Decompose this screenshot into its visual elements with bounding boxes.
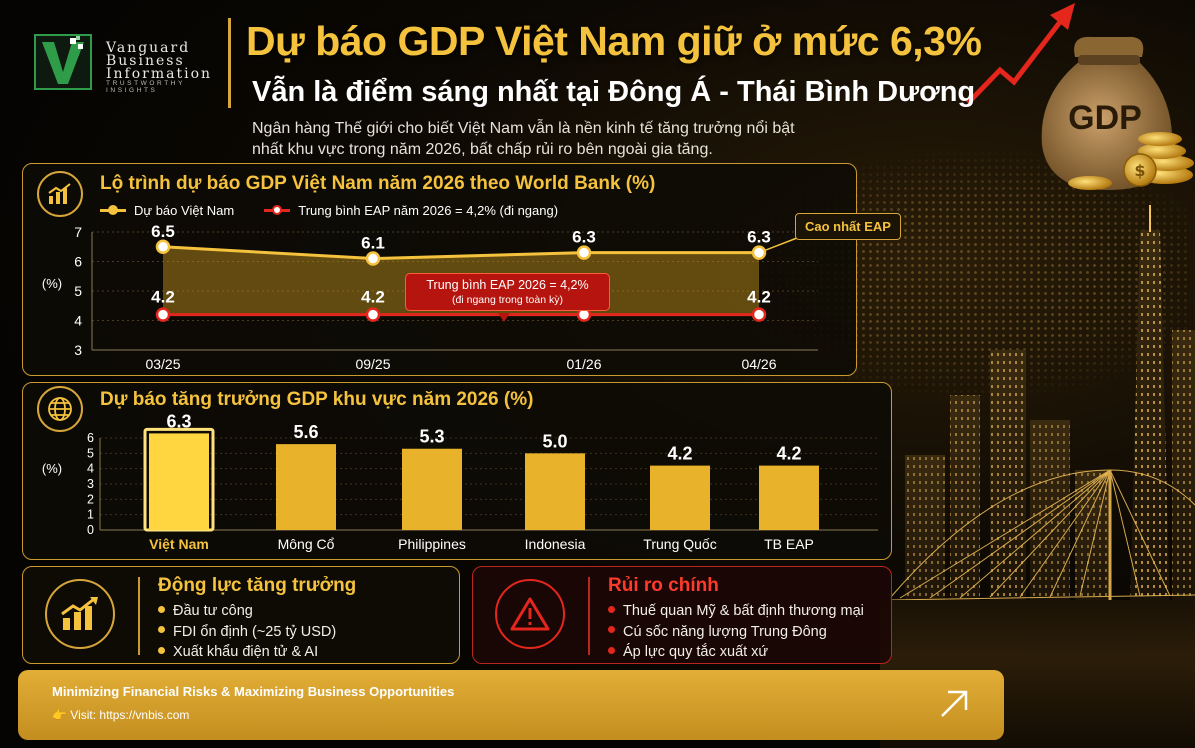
list-item: Đầu tư công xyxy=(158,601,336,622)
arrow-up-right-icon[interactable] xyxy=(938,688,970,720)
footer-banner: Minimizing Financial Risks & Maximizing … xyxy=(18,670,1004,740)
line-data-label-vn: 6.1 xyxy=(361,234,385,253)
rising-arrow-icon xyxy=(966,3,1075,105)
main-risks-title: Rủi ro chính xyxy=(608,575,719,596)
bar-5 xyxy=(759,465,819,530)
bar-y-tick-label: 5 xyxy=(87,446,94,460)
line-data-label-vn: 6.5 xyxy=(151,222,175,241)
page-subtitle: Vẫn là điểm sáng nhất tại Đông Á - Thái … xyxy=(252,76,976,108)
growth-drivers-box: Động lực tăng trưởng Đầu tư công FDI ổn … xyxy=(22,566,460,664)
bar-1 xyxy=(276,444,336,530)
line-y-tick-label: 6 xyxy=(74,254,82,270)
line-x-tick-label: 01/26 xyxy=(566,356,601,372)
globe-icon xyxy=(37,386,83,432)
bag-label: GDP xyxy=(1068,99,1142,137)
line-point-eap xyxy=(365,307,381,322)
gdp-money-bag-icon: $ GDP xyxy=(1030,25,1195,195)
bar-category-label: TB EAP xyxy=(764,536,814,552)
legend-vn-swatch xyxy=(100,205,126,215)
list-item: Áp lực quy tắc xuất xứ xyxy=(608,642,864,663)
bar-y-tick-label: 6 xyxy=(87,431,94,445)
callout-eap-pointer xyxy=(498,313,510,322)
warning-icon xyxy=(495,579,565,649)
bar-data-label: 4.2 xyxy=(776,444,801,464)
line-data-label-eap: 4.2 xyxy=(747,288,771,307)
growth-drivers-list: Đầu tư công FDI ổn định (~25 tỷ USD) Xuấ… xyxy=(158,601,336,663)
bar-2 xyxy=(402,448,462,530)
line-series-vn xyxy=(162,245,759,261)
callout-eap-line2: (đi ngang trong toàn kỳ) xyxy=(452,294,563,306)
chart-trend-icon xyxy=(37,171,83,217)
bar-y-tick-label: 2 xyxy=(87,492,94,506)
line-data-label-vn: 6.3 xyxy=(747,228,771,247)
line-y-tick-label: 3 xyxy=(74,342,82,358)
bar-category-label: Trung Quốc xyxy=(643,536,716,552)
list-item: Thuế quan Mỹ & bất định thương mại xyxy=(608,601,864,622)
bar-category-label: Mông Cổ xyxy=(278,536,335,552)
bar-data-label: 4.2 xyxy=(667,444,692,464)
line-point-vn xyxy=(155,239,171,254)
bar-y-tick-label: 4 xyxy=(87,462,94,476)
list-item: FDI ổn định (~25 tỷ USD) xyxy=(158,622,336,643)
line-point-vn xyxy=(751,245,767,260)
main-risks-box: Rủi ro chính Thuế quan Mỹ & bất định thư… xyxy=(472,566,892,664)
vanguard-logo: Vanguard Business Information TRUSTWORTH… xyxy=(28,22,238,94)
line-chart-title: Lộ trình dự báo GDP Việt Nam năm 2026 th… xyxy=(100,173,656,194)
bar-y-tick-label: 1 xyxy=(87,508,94,522)
line-y-tick-label: 4 xyxy=(74,313,82,329)
line-data-label-eap: 4.2 xyxy=(151,288,175,307)
line-chart-card xyxy=(22,163,857,376)
bar-data-label: 6.3 xyxy=(166,411,191,431)
bar-data-label: 5.0 xyxy=(542,431,567,451)
growth-chart-icon xyxy=(45,579,115,649)
svg-text:$: $ xyxy=(1134,161,1145,180)
line-y-axis-label: (%) xyxy=(42,276,62,291)
logo-v-icon xyxy=(34,34,92,90)
logo-tagline: TRUSTWORTHY INSIGHTS xyxy=(106,80,185,94)
callout-eap-average: Trung bình EAP 2026 = 4,2% (đi ngang tro… xyxy=(405,273,610,311)
bar-4 xyxy=(650,465,710,530)
bar-0 xyxy=(149,433,209,530)
logo-text: Vanguard Business Information xyxy=(106,40,213,82)
line-x-tick-label: 09/25 xyxy=(355,356,390,372)
main-risks-list: Thuế quan Mỹ & bất định thương mại Cú số… xyxy=(608,601,864,663)
bar-category-label: Philippines xyxy=(398,536,466,552)
legend-eap-label: Trung bình EAP năm 2026 = 4,2% (đi ngang… xyxy=(298,203,559,218)
bar-chart-title: Dự báo tăng trưởng GDP khu vực năm 2026 … xyxy=(100,389,534,410)
page-title: Dự báo GDP Việt Nam giữ ở mức 6,3% xyxy=(246,18,982,64)
bar-3 xyxy=(525,453,585,530)
bar-data-label: 5.3 xyxy=(419,427,444,447)
legend-vn-label: Dự báo Việt Nam xyxy=(134,203,235,218)
footer-website-link[interactable]: 👉 Visit: https://vnbis.com xyxy=(52,708,190,722)
line-point-eap xyxy=(751,307,767,322)
line-chart-legend: Dự báo Việt Nam Trung bình EAP năm 2026 … xyxy=(100,203,558,218)
line-y-tick-label: 7 xyxy=(74,224,82,240)
callout-highest-eap: Cao nhất EAP xyxy=(795,213,901,240)
line-data-label-eap: 4.2 xyxy=(361,288,385,307)
growth-drivers-title: Động lực tăng trưởng xyxy=(158,575,357,596)
bar-category-label: Việt Nam xyxy=(149,536,209,552)
bar-y-axis-label: (%) xyxy=(42,461,62,476)
legend-eap-swatch xyxy=(264,205,291,215)
bar-y-tick-label: 0 xyxy=(87,523,94,537)
bar-category-label: Indonesia xyxy=(525,536,586,552)
line-point-vn xyxy=(576,245,592,260)
footer-slogan: Minimizing Financial Risks & Maximizing … xyxy=(52,684,455,699)
bar-y-tick-label: 3 xyxy=(87,477,94,491)
list-item: Cú sốc năng lượng Trung Đông xyxy=(608,622,864,643)
line-y-tick-label: 5 xyxy=(74,283,82,299)
callout-eap-line1: Trung bình EAP 2026 = 4,2% xyxy=(426,278,589,292)
line-point-eap xyxy=(155,307,171,322)
list-item: Xuất khẩu điện tử & AI xyxy=(158,642,336,663)
intro-text: Ngân hàng Thế giới cho biết Việt Nam vẫn… xyxy=(252,120,795,158)
line-x-tick-label: 04/26 xyxy=(741,356,776,372)
line-x-tick-label: 03/25 xyxy=(145,356,180,372)
line-data-label-vn: 6.3 xyxy=(572,228,596,247)
line-point-vn xyxy=(365,251,381,266)
bar-data-label: 5.6 xyxy=(293,422,318,442)
header-divider xyxy=(228,18,231,108)
